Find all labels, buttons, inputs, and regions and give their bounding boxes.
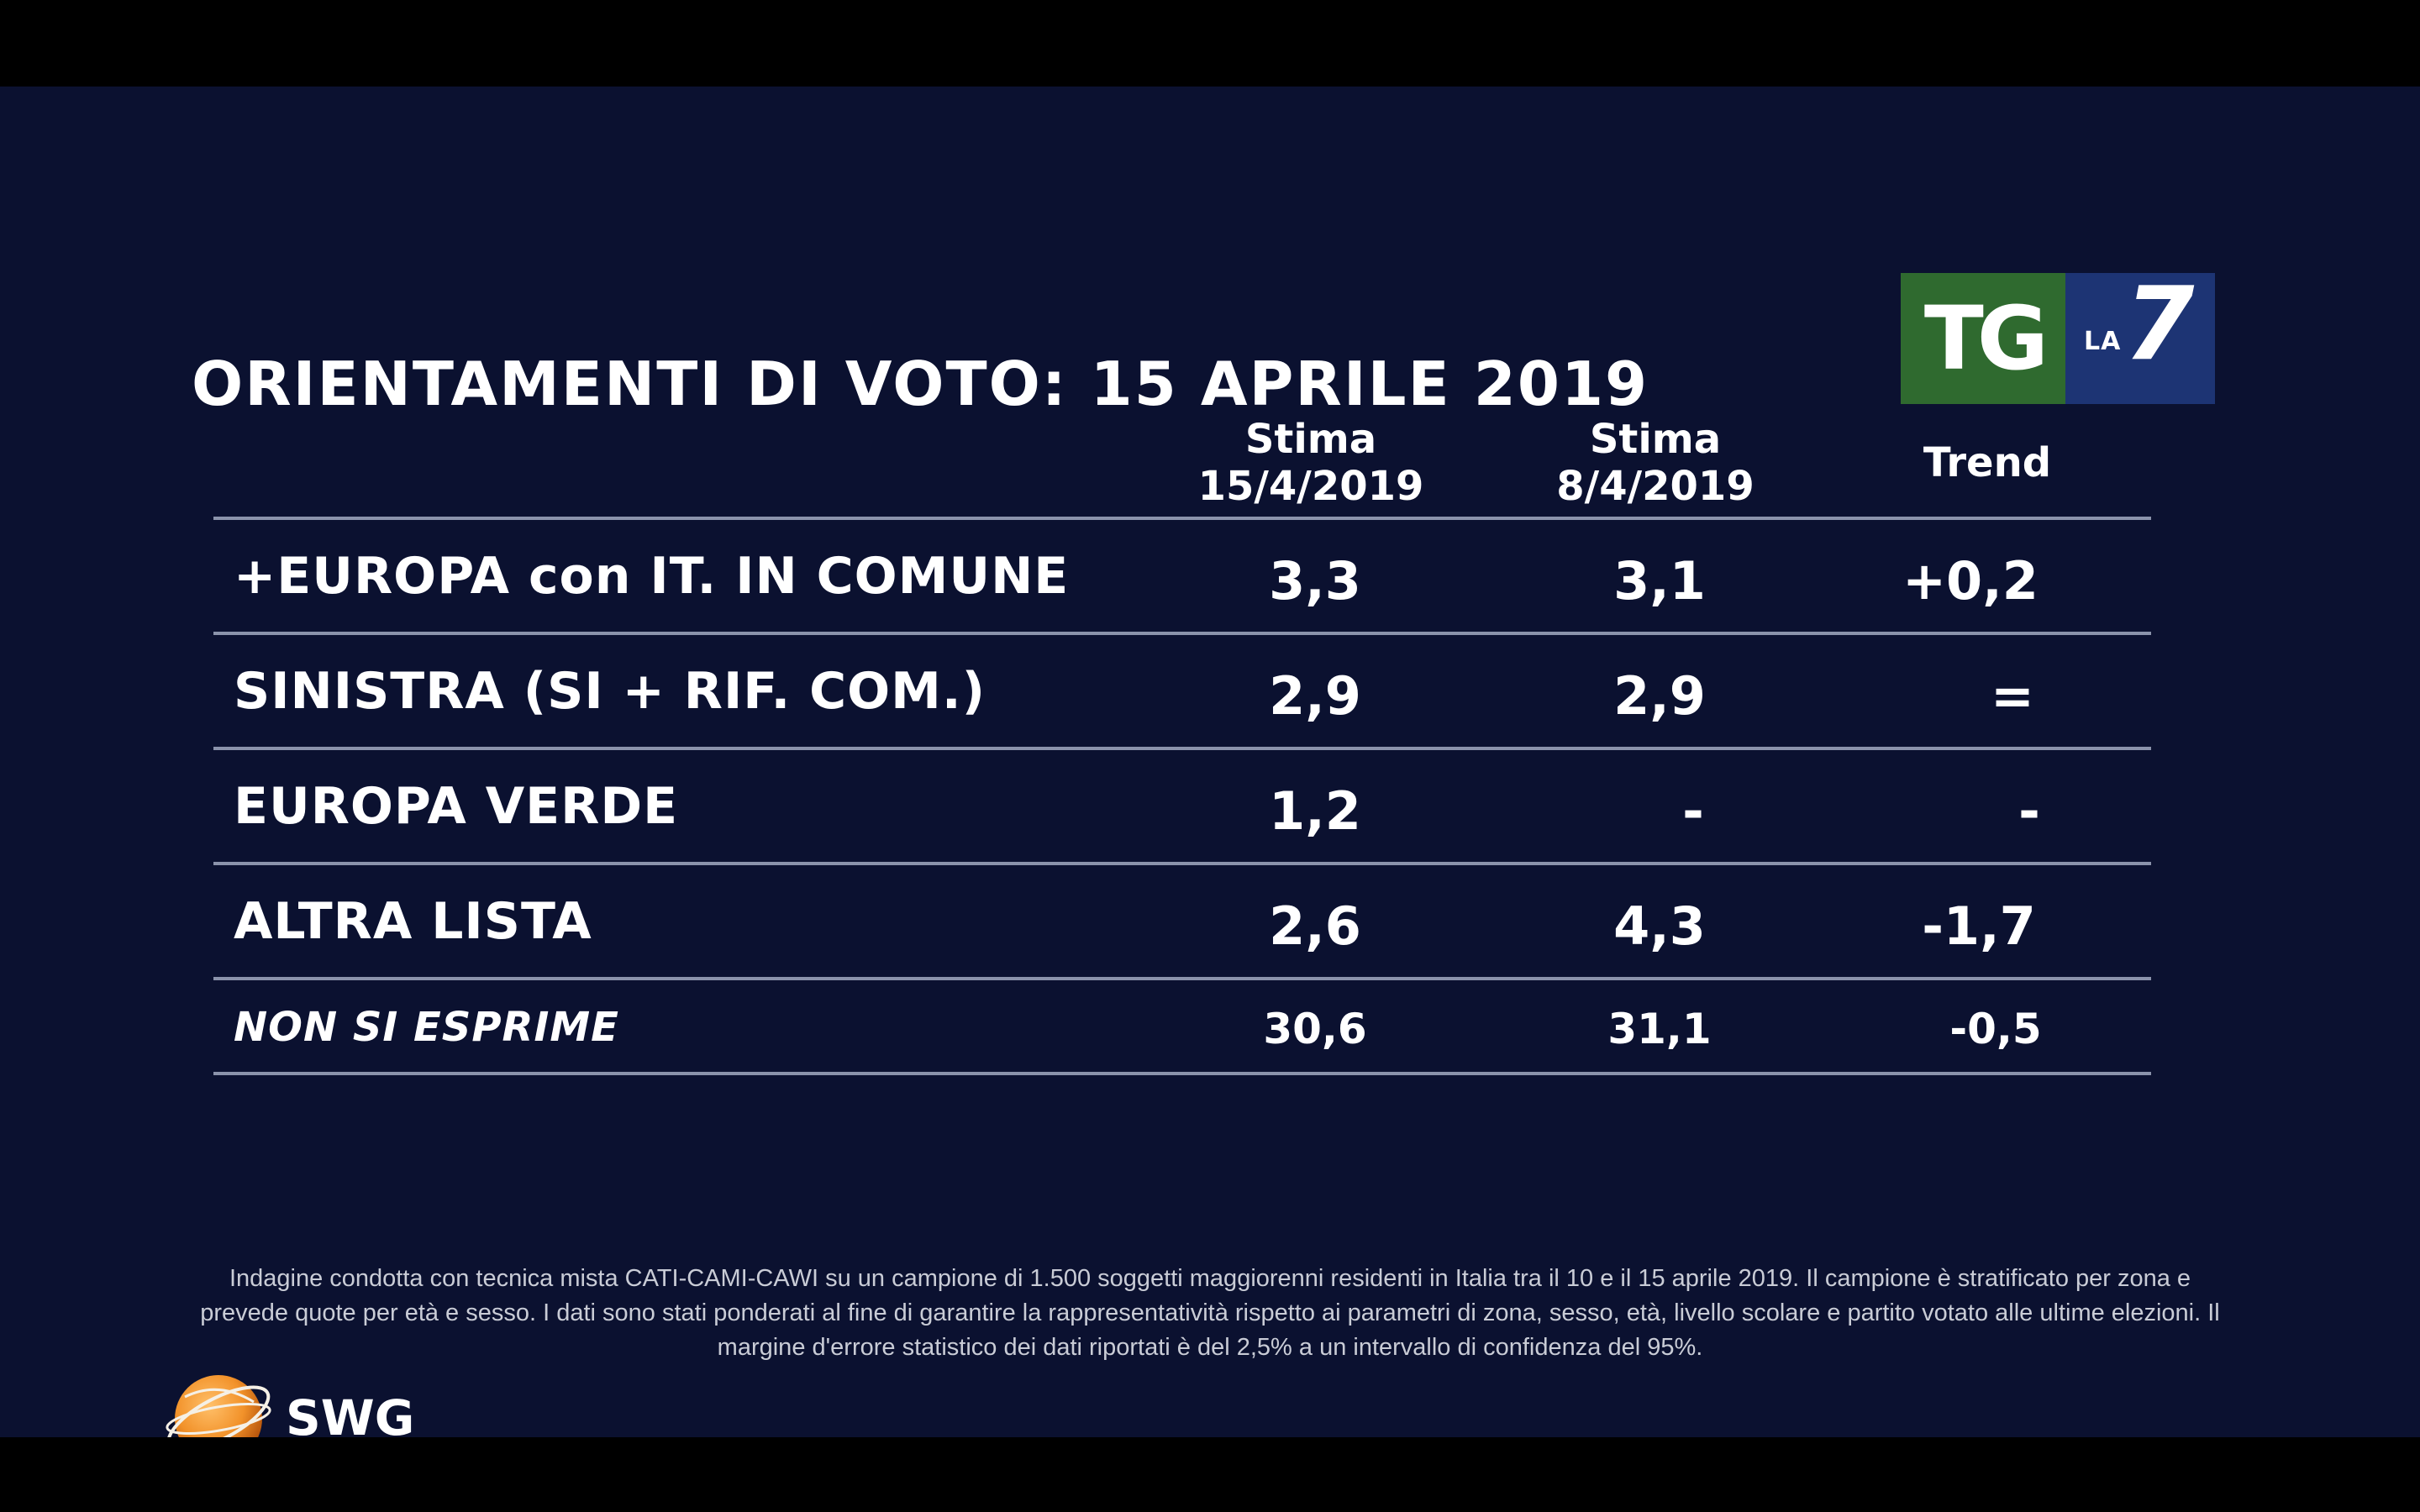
table-rule xyxy=(213,517,2151,520)
table-rule xyxy=(213,747,2151,750)
party-label: SINISTRA (SI + RIF. COM.) xyxy=(234,662,986,721)
column-header-line1: Stima xyxy=(1589,416,1722,463)
value-trend: +0,2 xyxy=(1902,550,2039,612)
la7-logo-la: LA xyxy=(2084,327,2122,356)
column-header-line1: Stima xyxy=(1244,416,1377,463)
value-trend: - xyxy=(2018,780,2040,842)
column-header-stima-8-4: Stima 8/4/2019 xyxy=(1512,416,1798,510)
column-header-line2: 15/4/2019 xyxy=(1197,463,1424,510)
la7-logo-seven: 7 xyxy=(2124,266,2195,383)
value-stima-15-4: 2,6 xyxy=(1269,895,1361,957)
la7-logo-block: LA 7 xyxy=(2065,273,2215,404)
globe-icon xyxy=(166,1375,271,1437)
tg-la7-logo: TG LA 7 xyxy=(1901,273,2215,404)
value-stima-8-4: 3,1 xyxy=(1613,550,1706,612)
party-label: NON SI ESPRIME xyxy=(234,1004,619,1051)
value-stima-15-4: 2,9 xyxy=(1269,665,1361,727)
swg-logo-text: SWG xyxy=(286,1389,415,1437)
chart-title: ORIENTAMENTI DI VOTO: 15 APRILE 2019 xyxy=(192,349,1649,419)
party-label: ALTRA LISTA xyxy=(234,892,592,951)
tg-logo-text: TG xyxy=(1901,273,2065,404)
value-stima-15-4: 1,2 xyxy=(1269,780,1361,842)
party-label: EUROPA VERDE xyxy=(234,777,679,836)
column-header-line2: 8/4/2019 xyxy=(1556,463,1754,510)
table-rule xyxy=(213,632,2151,635)
value-stima-8-4: 31,1 xyxy=(1607,1005,1712,1053)
methodology-footnote: Indagine condotta con tecnica mista CATI… xyxy=(200,1265,2220,1361)
table-rule xyxy=(213,1072,2151,1075)
column-header-line1: Trend xyxy=(1923,439,2052,486)
value-stima-15-4: 30,6 xyxy=(1263,1005,1367,1053)
table-rule xyxy=(213,977,2151,980)
table-rule xyxy=(213,862,2151,865)
poll-panel: ORIENTAMENTI DI VOTO: 15 APRILE 2019 TG … xyxy=(0,87,2420,1437)
value-trend: = xyxy=(1991,665,2034,727)
swg-logo: SWG xyxy=(160,1363,414,1437)
party-label: +EUROPA con IT. IN COMUNE xyxy=(234,547,1070,606)
column-header-trend: Trend xyxy=(1849,439,2126,486)
value-trend: -1,7 xyxy=(1922,895,2036,957)
value-stima-8-4: 4,3 xyxy=(1613,895,1706,957)
column-header-stima-15-4: Stima 15/4/2019 xyxy=(1168,416,1454,510)
value-stima-8-4: - xyxy=(1682,780,1704,842)
value-trend: -0,5 xyxy=(1949,1005,2042,1053)
value-stima-8-4: 2,9 xyxy=(1613,665,1706,727)
value-stima-15-4: 3,3 xyxy=(1269,550,1361,612)
